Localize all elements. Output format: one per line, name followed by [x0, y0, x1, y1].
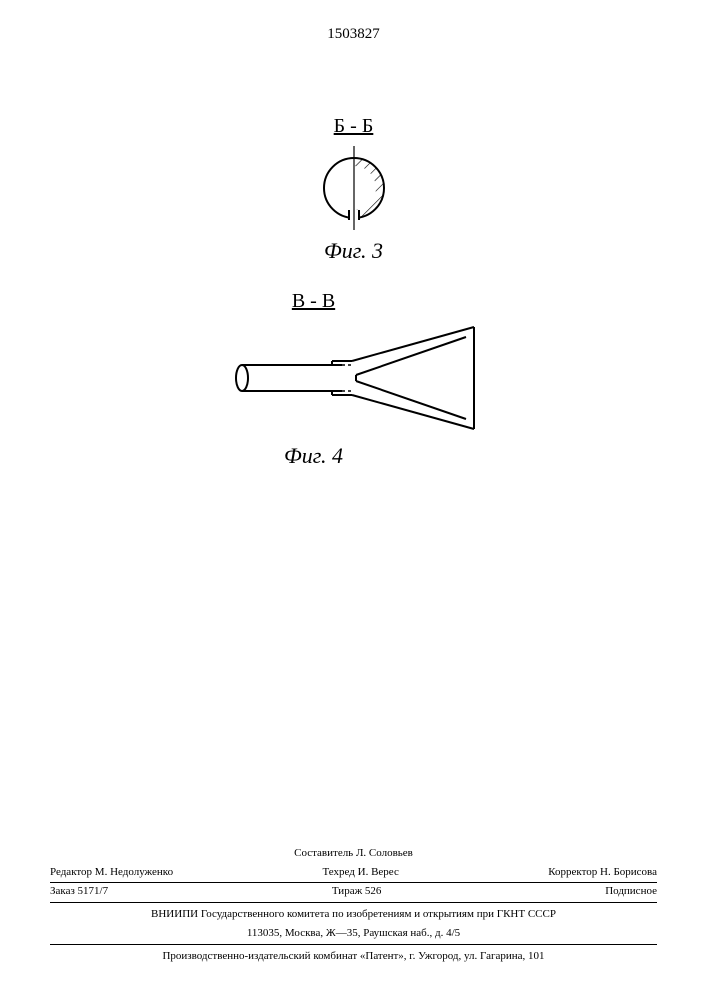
fig4-caption: Фиг. 4: [114, 443, 514, 469]
fig4-drawing: [204, 313, 504, 443]
footer-tirage: Тираж 526: [332, 883, 382, 900]
footer-block: Составитель Л. Соловьев Редактор М. Недо…: [50, 845, 657, 964]
footer-print-row: Заказ 5171/7 Тираж 526 Подписное: [50, 883, 657, 903]
fig4-section-label: В - В: [114, 290, 514, 313]
figure-3-block: Б - Б Фиг. 3: [244, 115, 464, 264]
footer-techred: Техред И. Верес: [323, 864, 399, 881]
footer-editor: Редактор М. Недолуженко: [50, 864, 173, 881]
fig3-section-label: Б - Б: [244, 115, 464, 138]
footer-org-line2: 113035, Москва, Ж—35, Раушская наб., д. …: [50, 925, 657, 945]
document-number: 1503827: [327, 26, 380, 43]
footer-compiler: Составитель Л. Соловьев: [50, 845, 657, 862]
figure-4-block: В - В Фиг. 4: [194, 290, 514, 469]
fig3-caption: Фиг. 3: [244, 238, 464, 264]
fig3-drawing: [304, 138, 404, 238]
footer-org-line3: Производственно-издательский комбинат «П…: [50, 948, 657, 965]
footer-order: Заказ 5171/7: [50, 883, 108, 900]
footer-credits-row: Редактор М. Недолуженко Техред И. Верес …: [50, 864, 657, 884]
footer-subscription: Подписное: [605, 883, 657, 900]
footer-corrector: Корректор Н. Борисова: [548, 864, 657, 881]
footer-org-line1: ВНИИПИ Государственного комитета по изоб…: [50, 906, 657, 923]
